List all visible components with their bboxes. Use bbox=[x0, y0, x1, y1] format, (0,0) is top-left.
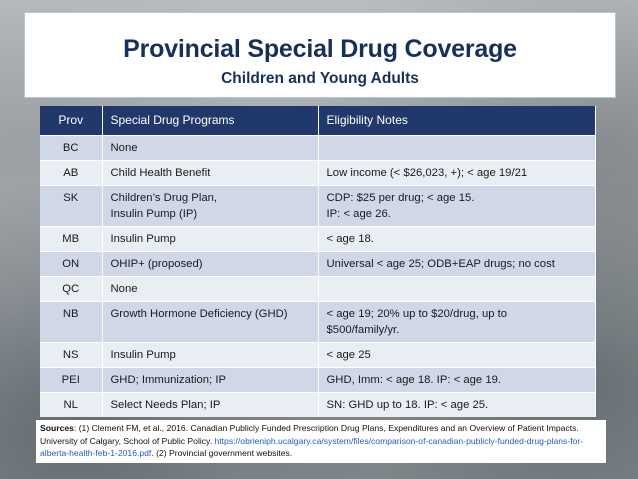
program-line: Insulin Pump bbox=[110, 232, 176, 245]
cell-notes: < age 18. bbox=[318, 225, 596, 251]
cell-notes: < age 19; 20% up to $20/drug, up to $500/… bbox=[318, 300, 596, 342]
cell-notes bbox=[318, 134, 596, 160]
program-line: None bbox=[110, 282, 138, 295]
program-line: Select Needs Plan; IP bbox=[110, 398, 221, 411]
cell-notes: GHD, Imm: < age 18. IP: < age 19. bbox=[318, 366, 596, 392]
table-row: NB Growth Hormone Deficiency (GHD) < age 1… bbox=[40, 300, 596, 342]
table-header-row: Prov Special Drug Programs Eligibility N… bbox=[40, 106, 596, 135]
table-row: SK Children’s Drug Plan, Insulin Pump (IP)… bbox=[40, 184, 596, 226]
cell-program: Child Health Benefit bbox=[102, 159, 319, 185]
cell-prov: SK bbox=[40, 184, 103, 226]
notes-line: GHD, Imm: < age 18. IP: < age 19. bbox=[326, 373, 502, 386]
sources-footnote: Sources: (1) Clement FM, et al., 2016. C… bbox=[36, 420, 606, 463]
cell-program: Children’s Drug Plan, Insulin Pump (IP) bbox=[102, 184, 319, 226]
cell-prov: MB bbox=[40, 225, 103, 251]
cell-program: Insulin Pump bbox=[102, 341, 319, 367]
cell-program: Growth Hormone Deficiency (GHD) bbox=[102, 300, 319, 342]
notes-line: < age 25 bbox=[326, 348, 371, 361]
cell-notes: Universal < age 25; ODB+EAP drugs; no co… bbox=[318, 250, 596, 276]
column-header-prov: Prov bbox=[40, 106, 103, 135]
cell-prov: NS bbox=[40, 341, 103, 367]
cell-notes: SN: GHD up to 18. IP: < age 25. bbox=[318, 391, 596, 417]
cell-program: GHD; Immunization; IP bbox=[102, 366, 319, 392]
cell-prov: NB bbox=[40, 300, 103, 342]
program-line: Children’s Drug Plan, bbox=[110, 191, 218, 204]
cell-program: Insulin Pump bbox=[102, 225, 319, 251]
notes-line: < age 19; 20% up to $20/drug, up to bbox=[326, 307, 508, 320]
notes-line: SN: GHD up to 18. IP: < age 25. bbox=[326, 398, 489, 411]
notes-line: IP: < age 26. bbox=[326, 207, 391, 220]
sources-text-end: . (2) Provincial government websites. bbox=[151, 448, 293, 458]
cell-program: Select Needs Plan; IP bbox=[102, 391, 319, 417]
sources-link[interactable]: https://obrieniph.ucalgary.ca/system/fil… bbox=[40, 435, 584, 459]
program-line: None bbox=[110, 141, 138, 154]
table-row: BC None bbox=[40, 134, 596, 160]
sources-label: Sources bbox=[40, 423, 74, 433]
table-row: NL Select Needs Plan; IP SN: GHD up to 18.… bbox=[40, 391, 596, 417]
table-row: MB Insulin Pump < age 18. bbox=[40, 225, 596, 251]
cell-prov: PEI bbox=[40, 366, 103, 392]
title-box: Provincial Special Drug Coverage Childre… bbox=[24, 12, 616, 98]
column-header-programs: Special Drug Programs bbox=[102, 106, 319, 135]
table-row: AB Child Health Benefit Low income (< $26,… bbox=[40, 159, 596, 185]
cell-prov: NL bbox=[40, 391, 103, 417]
notes-line: Low income (< $26,023, +); < age 19/21 bbox=[326, 166, 528, 179]
cell-prov: QC bbox=[40, 275, 103, 301]
program-line: OHIP+ (proposed) bbox=[110, 257, 203, 270]
table-row: PEI GHD; Immunization; IP GHD, Imm: < age … bbox=[40, 366, 596, 392]
cell-notes: CDP: $25 per drug; < age 15. IP: < age 26… bbox=[318, 184, 596, 226]
cell-program: None bbox=[102, 275, 319, 301]
cell-program: OHIP+ (proposed) bbox=[102, 250, 319, 276]
cell-program: None bbox=[102, 134, 319, 160]
column-header-notes: Eligibility Notes bbox=[318, 106, 596, 135]
page-title: Provincial Special Drug Coverage bbox=[123, 35, 517, 63]
table-row: NS Insulin Pump < age 25 bbox=[40, 341, 596, 367]
cell-prov: BC bbox=[40, 134, 103, 160]
page-subtitle: Children and Young Adults bbox=[221, 70, 419, 87]
cell-notes: Low income (< $26,023, +); < age 19/21 bbox=[318, 159, 596, 185]
program-line: Growth Hormone Deficiency (GHD) bbox=[110, 307, 288, 320]
table-row: ON OHIP+ (proposed) Universal < age 25; OD… bbox=[40, 250, 596, 276]
cell-notes bbox=[318, 275, 596, 301]
program-line: GHD; Immunization; IP bbox=[110, 373, 227, 386]
notes-line: $500/family/yr. bbox=[326, 323, 400, 336]
table-body: BC None AB Child Health Benefit Low income (… bbox=[40, 134, 596, 417]
sources-text: : (1) Clement FM, et al., 2016. Canadian… bbox=[40, 423, 579, 446]
notes-line: CDP: $25 per drug; < age 15. bbox=[326, 191, 475, 204]
table-row: QC None bbox=[40, 275, 596, 301]
program-line: Child Health Benefit bbox=[110, 166, 211, 179]
coverage-table: Prov Special Drug Programs Eligibility N… bbox=[40, 106, 596, 417]
notes-line: < age 18. bbox=[326, 232, 374, 245]
program-line: Insulin Pump (IP) bbox=[110, 207, 198, 220]
notes-line: Universal < age 25; ODB+EAP drugs; no co… bbox=[326, 257, 555, 270]
program-line: Insulin Pump bbox=[110, 348, 176, 361]
cell-prov: ON bbox=[40, 250, 103, 276]
cell-prov: AB bbox=[40, 159, 103, 185]
cell-notes: < age 25 bbox=[318, 341, 596, 367]
